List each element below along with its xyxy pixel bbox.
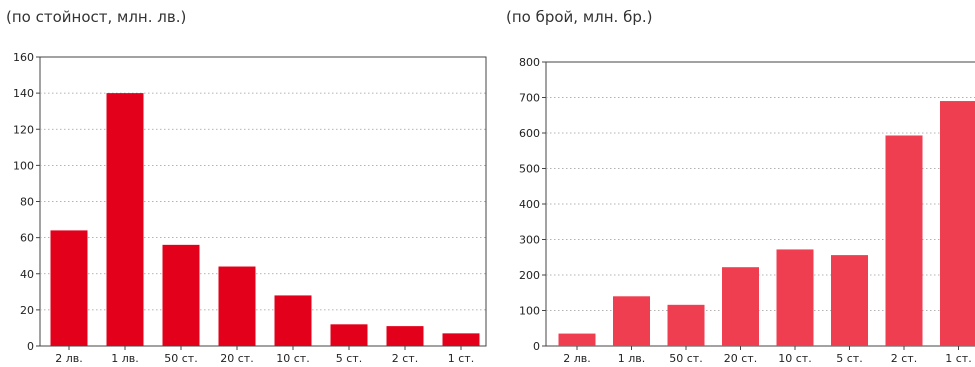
count-chart-y-tick-label: 800 (519, 56, 540, 69)
value-chart-y-tick-label: 100 (13, 159, 34, 172)
count-chart-bar (613, 296, 650, 346)
value-chart-y-tick-label: 60 (20, 232, 34, 245)
value-chart: (по стойност, млн. лв.) 0 20 40 60 80 100 120 1… (6, 8, 487, 365)
value-chart-y-tick-label: 160 (13, 51, 34, 64)
value-chart-bar (386, 326, 424, 346)
count-chart-bar (776, 249, 814, 346)
value-chart-x-tick-label: 2 ст. (392, 352, 418, 365)
value-chart-y-tick-label: 140 (13, 87, 34, 100)
value-chart-x-tick-label: 5 ст. (336, 352, 362, 365)
count-chart-y-tick-label: 600 (519, 127, 540, 140)
value-chart-x-tick-label: 10 ст. (276, 352, 309, 365)
value-chart-bar (50, 230, 88, 346)
count-chart-y-tick-label: 0 (533, 340, 540, 353)
value-chart-x-tick-label: 20 ст. (220, 352, 253, 365)
value-chart-x-tick-label: 1 ст. (448, 352, 474, 365)
value-chart-y-tick-label: 80 (20, 196, 34, 209)
count-chart-subtitle: (по брой, млн. бр.) (506, 8, 653, 26)
count-chart-bar (722, 267, 759, 346)
count-chart: (по брой, млн. бр.) 0 100 200 300 400 500 600 7… (500, 0, 975, 367)
count-chart-bar (940, 101, 975, 346)
count-chart-y-tick-label: 100 (519, 305, 540, 318)
value-chart-y-tick-label: 120 (13, 123, 34, 136)
count-chart-x-tick-label: 2 ст. (891, 352, 917, 365)
count-chart-y-tick-label: 500 (519, 163, 540, 176)
count-chart-plot: 0 100 200 300 400 500 600 700 800 2 лв. 1 лв. 50 ст… (519, 56, 975, 365)
count-chart-x-tick-label: 5 ст. (836, 352, 862, 365)
count-chart-y-tick-label: 400 (519, 198, 540, 211)
count-chart-x-tick-label: 1 лв. (618, 352, 646, 365)
count-chart-y-tick-label: 200 (519, 269, 540, 282)
value-chart-x-tick-label: 1 лв. (111, 352, 139, 365)
count-chart-x-tick-label: 1 ст. (945, 352, 971, 365)
count-chart-y-tick-label: 300 (519, 234, 540, 247)
value-chart-subtitle: (по стойност, млн. лв.) (6, 8, 187, 26)
value-chart-bar (106, 93, 144, 346)
count-chart-bar (885, 135, 923, 346)
count-chart-bar (558, 333, 596, 346)
value-chart-x-tick-label: 2 лв. (55, 352, 83, 365)
count-chart-x-tick-label: 10 ст. (778, 352, 811, 365)
count-chart-bar (667, 304, 705, 346)
value-chart-x-tick-label: 50 ст. (164, 352, 197, 365)
count-chart-x-tick-label: 50 ст. (669, 352, 702, 365)
count-chart-y-tick-label: 700 (519, 92, 540, 105)
value-chart-bar (442, 333, 480, 346)
value-chart-bar (218, 266, 256, 346)
value-chart-bar (330, 324, 368, 346)
value-chart-plot: 0 20 40 60 80 100 120 140 160 2 лв. 1 лв. 50 ст. 20 … (13, 51, 487, 365)
value-chart-y-tick-label: 0 (27, 340, 34, 353)
value-chart-y-tick-label: 20 (20, 304, 34, 317)
value-chart-bar (274, 295, 312, 346)
count-chart-bar (831, 255, 868, 346)
value-chart-y-tick-label: 40 (20, 268, 34, 281)
count-chart-x-tick-label: 20 ст. (724, 352, 757, 365)
count-chart-x-tick-label: 2 лв. (563, 352, 591, 365)
value-chart-bar (162, 244, 200, 346)
